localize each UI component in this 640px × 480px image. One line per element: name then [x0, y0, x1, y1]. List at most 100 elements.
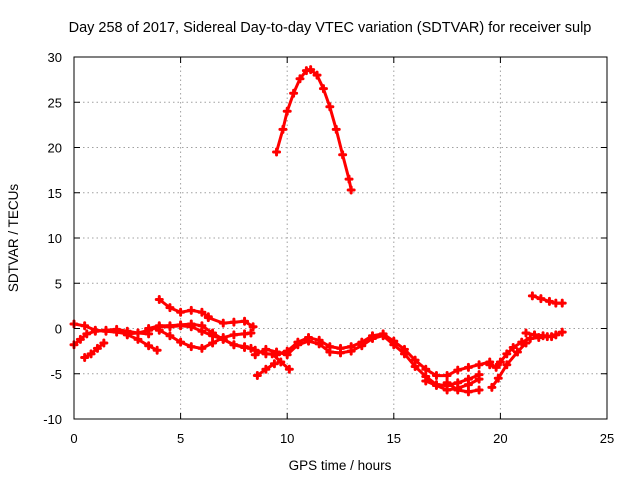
data-point [250, 350, 260, 360]
data-point [154, 325, 164, 335]
data-point [284, 364, 294, 374]
data-point [557, 327, 567, 337]
data-point [203, 313, 213, 323]
data-point [122, 330, 132, 340]
data-point [165, 321, 175, 331]
series-arc-11 [252, 359, 279, 381]
series-line [83, 341, 106, 359]
y-tick-label: 5 [55, 276, 62, 291]
ticks: 0 5 10 15 20 25 -10 -5 0 5 10 15 20 25 30 [43, 50, 614, 446]
x-tick-label: 25 [600, 431, 614, 446]
data-point [112, 324, 122, 334]
data-point [208, 328, 218, 338]
data-point [502, 360, 512, 370]
data-point [289, 88, 299, 98]
data-point [101, 325, 111, 335]
data-point [502, 349, 512, 359]
data-point [176, 337, 186, 347]
data-point [252, 371, 262, 381]
series-arc-19 [527, 291, 567, 308]
data-point [357, 341, 367, 351]
data-point [410, 362, 420, 372]
data-point [508, 343, 518, 353]
x-tick-label: 10 [280, 431, 294, 446]
data-point [240, 329, 250, 339]
data-point [485, 360, 495, 370]
y-axis-label: SDTVAR / TECUs [6, 184, 21, 293]
series-line [157, 328, 253, 350]
data-point [165, 331, 175, 341]
data-point [186, 342, 196, 352]
data-point [152, 345, 162, 355]
data-point [487, 382, 497, 392]
series-line [147, 322, 247, 349]
data-point [197, 321, 207, 331]
y-tick-label: 30 [48, 50, 62, 65]
x-tick-label: 0 [70, 431, 77, 446]
data-point [421, 376, 431, 386]
data-point [197, 307, 207, 317]
data-point [530, 330, 540, 340]
y-tick-label: 15 [48, 186, 62, 201]
y-tick-label: 20 [48, 141, 62, 156]
series-arc-13 [272, 65, 356, 195]
data-point [240, 343, 250, 353]
data-point [474, 385, 484, 395]
x-tick-label: 20 [493, 431, 507, 446]
data-point [267, 349, 277, 359]
data-point [346, 185, 356, 195]
data-point [538, 331, 548, 341]
data-point [246, 328, 256, 338]
data-point [154, 295, 164, 305]
data-point [197, 343, 207, 353]
data-point [99, 338, 109, 348]
data-point [453, 365, 463, 375]
data-point [512, 347, 522, 357]
data-point [346, 346, 356, 356]
data-point [282, 106, 292, 116]
data-point [474, 360, 484, 370]
data-point [306, 65, 316, 75]
data-series [69, 65, 567, 397]
data-point [431, 371, 441, 381]
data-point [547, 332, 557, 342]
data-point [208, 338, 218, 348]
data-point [261, 344, 271, 354]
data-point [314, 339, 324, 349]
data-point [86, 349, 96, 359]
data-point [240, 316, 250, 326]
data-point [344, 174, 354, 184]
data-point [442, 378, 452, 388]
x-tick-label: 15 [387, 431, 401, 446]
data-point [367, 333, 377, 343]
data-point [463, 387, 473, 397]
data-point [218, 333, 228, 343]
series-arc-15 [442, 378, 484, 397]
data-point [295, 74, 305, 84]
data-point [133, 334, 143, 344]
data-point [293, 340, 303, 350]
data-point [144, 324, 154, 333]
data-point [229, 340, 239, 350]
data-point [318, 84, 328, 94]
data-point [491, 362, 501, 372]
data-point [229, 317, 239, 327]
series-arc-12 [267, 349, 294, 374]
data-point [80, 321, 90, 331]
data-point [82, 329, 92, 339]
data-point [527, 291, 537, 301]
data-point [521, 338, 531, 348]
chart-title: Day 258 of 2017, Sidereal Day-to-day VTE… [69, 20, 592, 36]
data-point [525, 333, 535, 343]
series-line [445, 381, 481, 394]
data-point [463, 362, 473, 372]
data-point [75, 334, 85, 344]
series-arc-7 [154, 295, 213, 322]
data-point [304, 336, 314, 346]
data-point [186, 305, 196, 315]
series-arc-18 [521, 328, 557, 342]
data-point [144, 341, 154, 351]
data-point [389, 340, 399, 350]
data-point [521, 328, 531, 338]
